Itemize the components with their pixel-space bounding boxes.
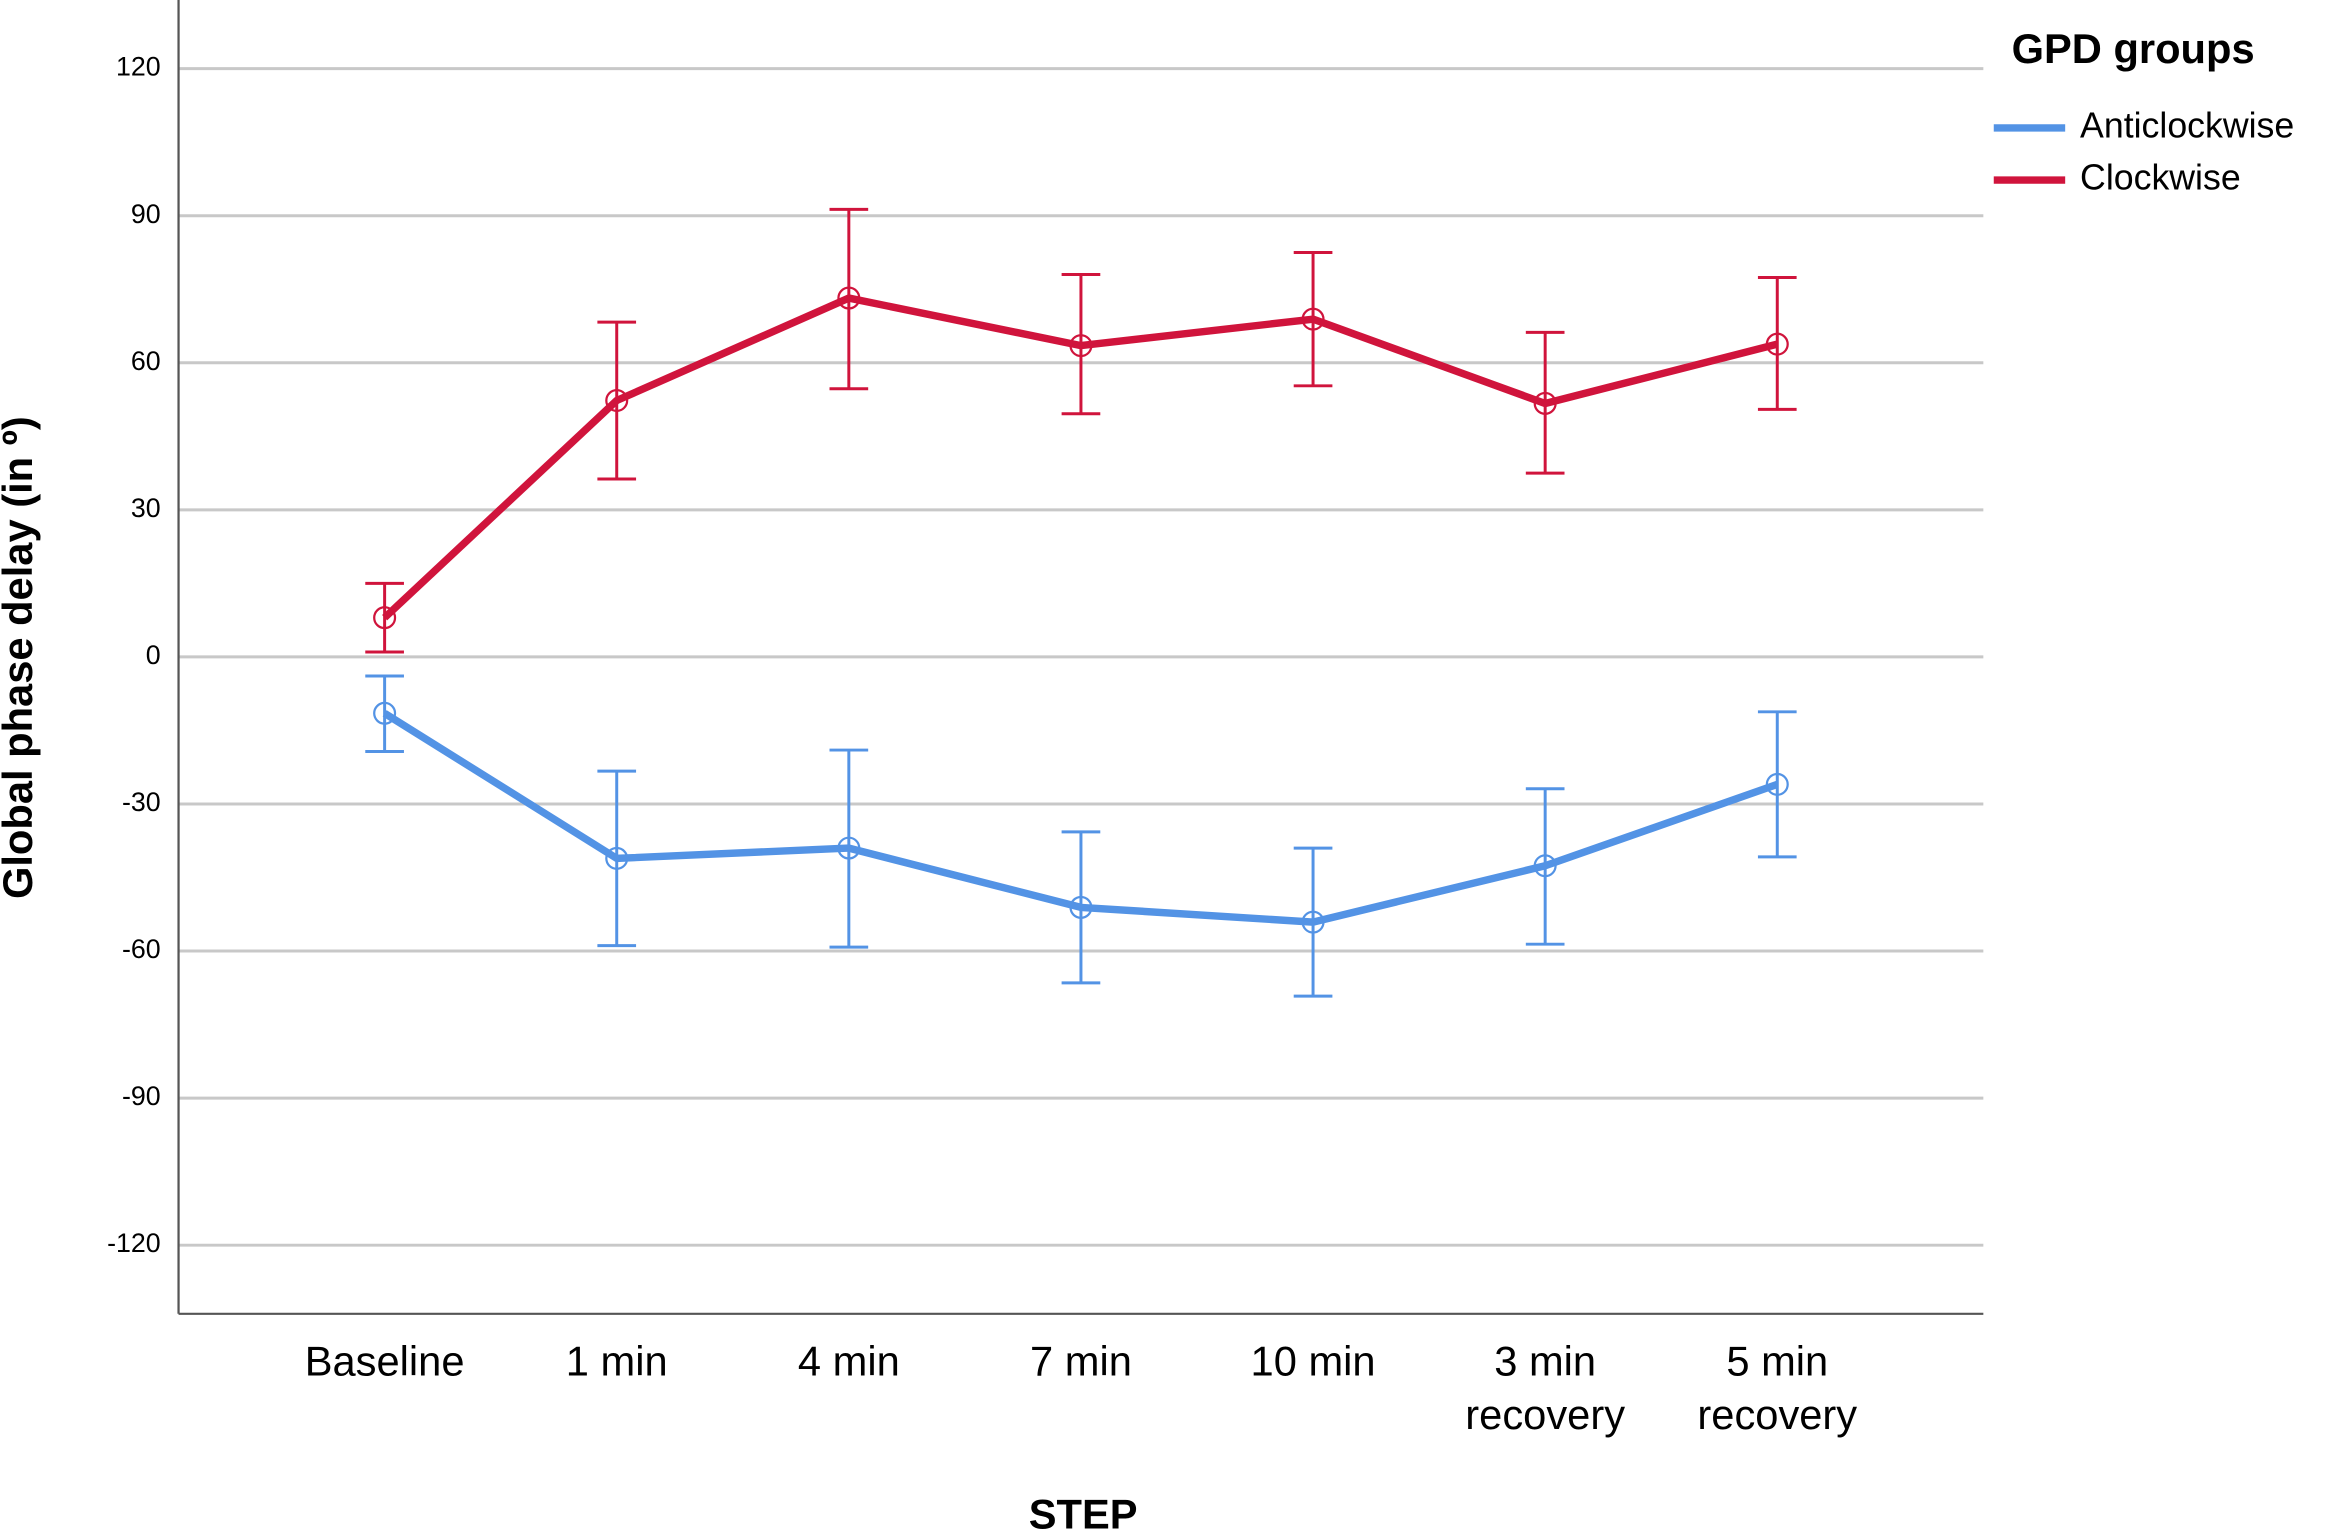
series-line	[382, 294, 1779, 621]
y-tick-label: -120	[107, 1228, 161, 1258]
data-point	[605, 846, 629, 870]
data-point	[373, 701, 397, 725]
data-point	[1765, 772, 1789, 796]
legend-label: Anticlockwise	[2080, 105, 2294, 145]
data-point	[1765, 332, 1789, 356]
data-point	[1301, 910, 1325, 934]
x-tick-label: 5 min recovery	[1697, 1337, 1857, 1438]
data-point	[837, 286, 861, 310]
x-axis-title: STEP	[1029, 1491, 1138, 1537]
y-tick-label: -60	[122, 934, 161, 964]
y-tick-label: 90	[131, 199, 161, 229]
x-tick-label: 1 min	[566, 1337, 668, 1384]
y-tick-label: 30	[131, 493, 161, 523]
data-point	[1069, 334, 1093, 358]
legend-label: Clockwise	[2080, 157, 2241, 197]
data-point	[1533, 854, 1557, 878]
y-axis-title: Global phase delay (in º)	[0, 416, 41, 899]
x-tick-label: 3 min recovery	[1465, 1337, 1625, 1438]
data-point	[837, 836, 861, 860]
y-tick-label: 120	[116, 52, 161, 82]
y-tick-label: -90	[122, 1081, 161, 1111]
error-bar	[365, 581, 404, 654]
x-tick-label: 10 min	[1251, 1337, 1376, 1384]
data-point	[605, 388, 629, 413]
data-point	[1069, 895, 1093, 919]
legend-title: GPD groups	[2012, 25, 2255, 72]
x-tick-label: 7 min	[1030, 1337, 1132, 1384]
data-point	[1533, 391, 1557, 415]
error-bar	[1757, 275, 1797, 411]
y-tick-label: -30	[122, 787, 161, 817]
x-tick-label: 4 min	[798, 1337, 900, 1384]
data-point	[1301, 307, 1325, 331]
y-tick-label: 60	[131, 346, 161, 376]
series-line	[382, 710, 1779, 926]
x-tick-label: Baseline	[305, 1337, 465, 1384]
y-tick-label: 0	[146, 640, 161, 670]
data-point	[373, 606, 397, 630]
